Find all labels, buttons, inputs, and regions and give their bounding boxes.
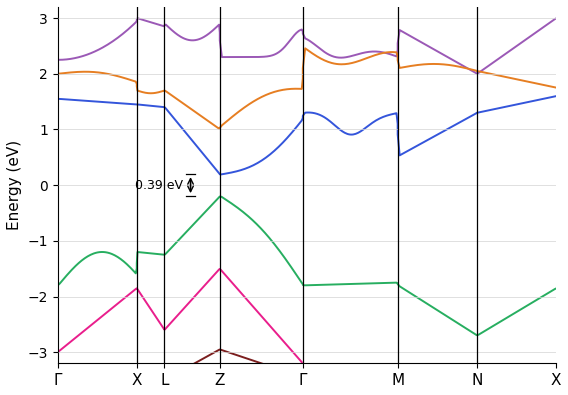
Y-axis label: Energy (eV): Energy (eV): [7, 140, 22, 230]
Text: 0.39 eV: 0.39 eV: [135, 179, 183, 192]
